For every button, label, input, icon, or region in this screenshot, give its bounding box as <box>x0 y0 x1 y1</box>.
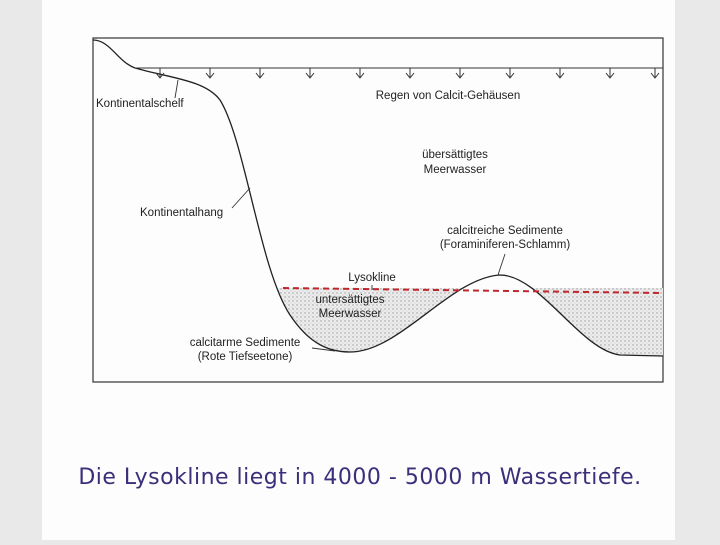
caption: Die Lysokline liegt in 4000 - 5000 m Was… <box>78 465 641 490</box>
lysocline-label: Lysokline <box>348 272 396 284</box>
slope-label: Kontinentalhang <box>140 207 223 219</box>
supersaturated-label: übersättigtes <box>422 149 488 161</box>
rain-label: Regen von Calcit-Gehäusen <box>376 90 520 102</box>
calcite-poor-label: calcitarme Sedimente <box>190 337 301 349</box>
lysocline-line <box>282 287 664 294</box>
leader-lines <box>174 79 506 352</box>
undersaturated-label: Meerwasser <box>319 308 382 320</box>
rain-arrows <box>155 68 660 79</box>
seafloor <box>92 39 664 357</box>
undersaturated-zone <box>276 288 663 356</box>
frame <box>92 37 664 383</box>
supersaturated-label: Meerwasser <box>424 164 487 176</box>
undersaturated-label: untersättigtes <box>315 294 384 306</box>
calcite-poor-label: (Rote Tiefseetone) <box>198 351 293 363</box>
calcite-rich-label: (Foraminiferen-Schlamm) <box>440 239 571 251</box>
calcite-rich-label: calcitreiche Sedimente <box>447 225 563 237</box>
shelf-label: Kontinentalschelf <box>96 98 184 110</box>
paper <box>42 0 675 540</box>
